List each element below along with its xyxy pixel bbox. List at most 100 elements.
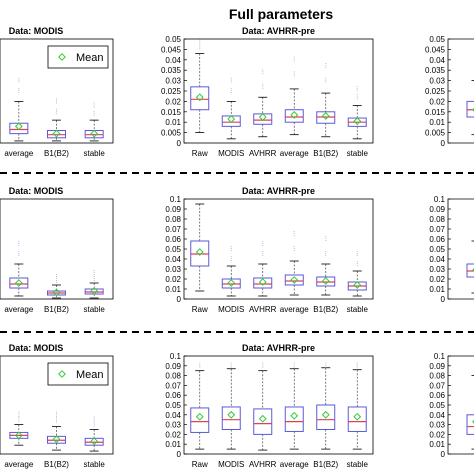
box-average (284, 231, 304, 296)
x-tick-label: MODIS (218, 460, 244, 469)
y-tick-label: 0.06 (165, 235, 181, 244)
y-tick-label: 0.05 (429, 35, 445, 44)
y-tick-label: 0 (441, 139, 446, 148)
y-tick-label: 0.04 (429, 411, 445, 420)
x-tick-label: average (280, 305, 309, 314)
y-tick-label: 0 (177, 139, 182, 148)
mean-marker (258, 278, 267, 286)
mean-marker (90, 437, 99, 446)
mean-marker (227, 410, 236, 419)
iqr-box (253, 277, 273, 289)
panel-title: Data: AVHRR-pre (242, 26, 315, 36)
y-tick-label: 0.025 (425, 87, 446, 96)
y-tick-label: 0.04 (429, 56, 445, 65)
x-tick-label: B1(B2) (44, 460, 69, 469)
x-tick-label: AVHRR (249, 305, 277, 314)
iqr-box (284, 274, 304, 286)
y-tick-label: 0.02 (165, 97, 181, 106)
box-stable (84, 415, 104, 452)
x-tick-label: B1(B2) (313, 460, 338, 469)
y-tick-label: 0.015 (425, 108, 446, 117)
y-tick-label: 0.02 (429, 97, 445, 106)
panel-title: Data: AVHRR-pre (242, 186, 315, 196)
box-MODIS (221, 246, 241, 297)
y-tick-label: 0.08 (165, 215, 181, 224)
mean-marker (227, 279, 236, 287)
y-tick-label: 0.035 (161, 66, 182, 75)
mean-marker (290, 111, 299, 119)
mean-marker (290, 276, 299, 284)
y-tick-label: 0.04 (165, 56, 181, 65)
box-Raw (466, 375, 474, 450)
box-B1(B2) (47, 274, 66, 299)
x-tick-label: B1(B2) (313, 305, 338, 314)
panel-3: average B1(B2) stable Data: MODIS (0, 186, 114, 314)
iqr-box (9, 122, 29, 135)
x-tick-label: stable (83, 460, 105, 469)
iqr-box (253, 408, 273, 435)
box-B1(B2) (316, 63, 336, 138)
box-stable (84, 102, 104, 142)
legend-mean-marker (58, 370, 66, 378)
box-Raw (190, 203, 210, 292)
iqr-box (221, 406, 241, 430)
y-tick-label: 0.05 (165, 245, 181, 254)
legend: Mean (47, 362, 109, 386)
y-tick-label: 0 (177, 295, 182, 304)
y-tick-label: 0.02 (165, 275, 181, 284)
legend: Mean (47, 45, 109, 69)
box-AVHRR (253, 362, 273, 451)
panel-8: 00.010.020.030.040.050.060.070.080.090.1 (429, 352, 474, 459)
box-Raw (190, 362, 210, 450)
y-tick-label: 0.09 (165, 362, 181, 371)
mean-marker (321, 410, 330, 419)
y-tick-label: 0.08 (429, 215, 445, 224)
iqr-box (221, 115, 241, 127)
mean-marker (90, 129, 99, 138)
x-tick-label: MODIS (218, 149, 244, 158)
y-tick-label: 0.04 (165, 411, 181, 420)
box-AVHRR (253, 69, 273, 138)
y-tick-label: 0.03 (429, 265, 445, 274)
iqr-box (190, 86, 210, 111)
panel-7: 00.010.020.030.040.050.060.070.080.090.1… (165, 343, 374, 469)
axes-frame (447, 355, 474, 455)
x-tick-label: average (4, 149, 33, 158)
y-tick-label: 0.03 (429, 421, 445, 430)
iqr-box (253, 113, 273, 125)
panel-title: Data: MODIS (9, 186, 64, 196)
mean-marker (52, 129, 61, 138)
panel-title: Data: MODIS (9, 26, 64, 36)
y-tick-label: 0.01 (429, 118, 445, 127)
axes-frame (447, 38, 474, 144)
x-tick-label: average (4, 305, 33, 314)
box-average (284, 362, 304, 450)
axes-frame (0, 198, 114, 300)
x-tick-label: average (4, 460, 33, 469)
y-tick-label: 0.03 (165, 77, 181, 86)
iqr-box (9, 277, 29, 289)
y-tick-label: 0.06 (429, 391, 445, 400)
y-tick-label: 0.09 (165, 205, 181, 214)
x-tick-label: Raw (192, 460, 208, 469)
axes-frame (0, 355, 114, 455)
panel-0: average B1(B2) stable Data: MODIS Mean (0, 26, 114, 158)
y-tick-label: 0.02 (429, 430, 445, 439)
mean-marker (195, 93, 204, 102)
panel-title: Data: MODIS (9, 343, 64, 353)
panel-title: Data: AVHRR-pre (242, 343, 315, 353)
box-average (9, 411, 29, 446)
box-Raw (466, 80, 474, 136)
y-tick-label: 0 (441, 450, 446, 459)
legend-box (47, 362, 109, 386)
y-tick-label: 0 (177, 450, 182, 459)
legend-label: Mean (76, 52, 104, 64)
x-tick-label: average (280, 149, 309, 158)
y-tick-label: 0.035 (425, 66, 446, 75)
x-tick-label: stable (347, 460, 369, 469)
y-tick-label: 0.07 (165, 381, 181, 390)
iqr-box (190, 407, 210, 433)
